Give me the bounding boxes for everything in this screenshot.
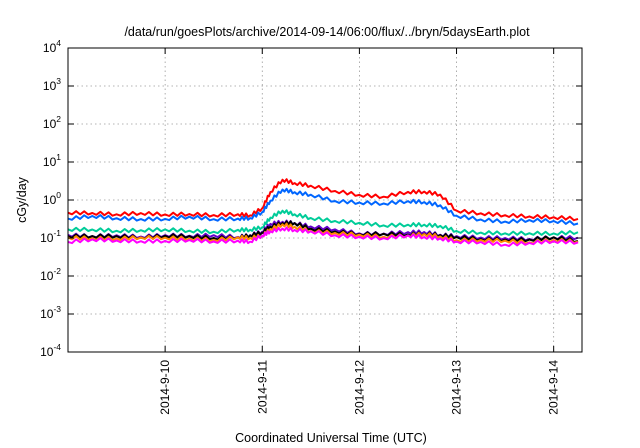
y-tick-label: 10-1 (40, 228, 61, 245)
x-axis-label: Coordinated Universal Time (UTC) (235, 431, 427, 445)
y-tick-label: 103 (43, 76, 61, 93)
series-line (67, 209, 579, 236)
x-tick-label: 2014-9-12 (352, 360, 366, 415)
y-axis-label: cGy/day (15, 176, 29, 223)
x-tick-label: 2014-9-13 (450, 360, 464, 415)
series-group (67, 178, 579, 247)
x-tick-label: 2014-9-11 (255, 360, 269, 414)
chart-title: /data/run/goesPlots/archive/2014-09-14/0… (124, 25, 530, 39)
y-tick-label: 10-2 (40, 266, 61, 283)
y-axis: 10-4 10-3 10-2 10-1 100 101 102 103 104 (40, 38, 582, 359)
series-line (67, 178, 579, 222)
x-tick-label: 2014-9-14 (547, 360, 561, 415)
series-line (67, 222, 579, 245)
series-line (67, 187, 579, 226)
x-tick-label: 2014-9-10 (158, 360, 172, 415)
y-tick-label: 101 (43, 152, 61, 169)
y-tick-label: 100 (43, 190, 61, 207)
y-tick-label: 104 (43, 38, 61, 55)
y-tick-label: 102 (43, 114, 61, 131)
x-axis: 2014-9-10 2014-9-11 2014-9-12 2014-9-13 2014… (158, 48, 561, 415)
grid (68, 48, 582, 352)
y-tick-label: 10-3 (40, 304, 61, 321)
series-line (67, 226, 579, 247)
y-tick-label: 10-4 (40, 342, 61, 359)
